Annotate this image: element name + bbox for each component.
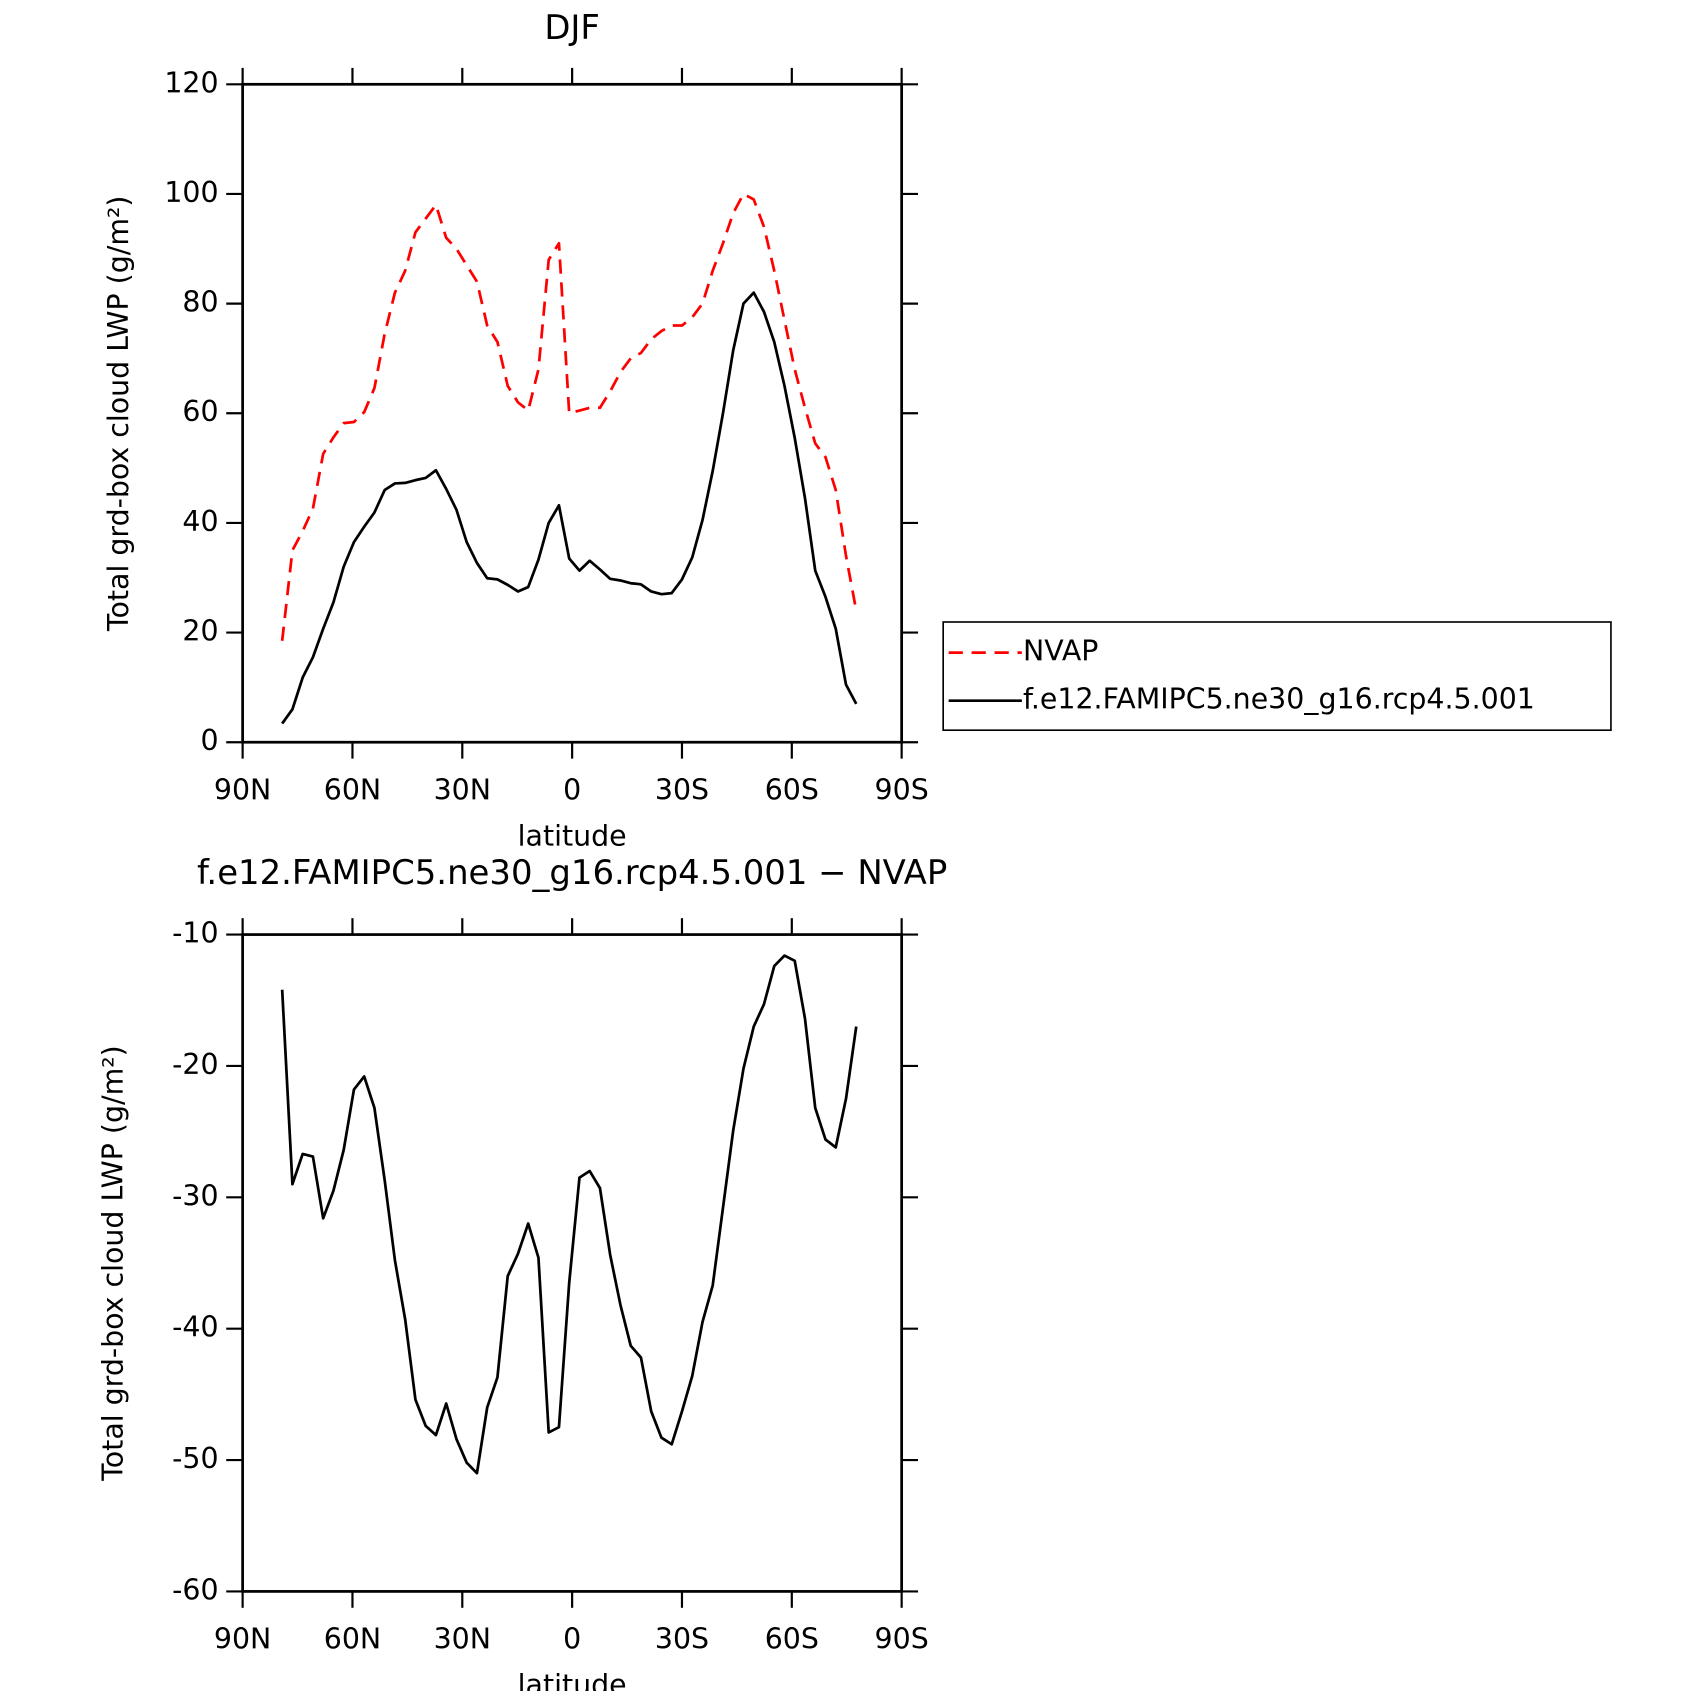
x-tick-label: 90S — [875, 1623, 929, 1656]
y-tick-label: 100 — [164, 176, 218, 209]
series-line — [280, 954, 858, 1475]
x-tick-label: 0 — [563, 1623, 581, 1656]
plot-frame — [241, 82, 904, 744]
x-axis-label: latitude — [518, 1668, 627, 1691]
x-tick-label: 30S — [655, 773, 709, 806]
x-tick-label: 30N — [434, 773, 491, 806]
legend-box — [942, 621, 1612, 732]
y-axis-label: Total grd-box cloud LWP (g/m²) — [102, 196, 135, 632]
x-tick-label: 30N — [434, 1623, 491, 1656]
y-tick-label: 40 — [182, 505, 218, 538]
x-tick-label: 60S — [765, 773, 819, 806]
x-tick-label: 60S — [765, 1623, 819, 1656]
series-line — [281, 291, 858, 725]
y-tick-label: -30 — [172, 1179, 218, 1212]
y-tick-label: 120 — [164, 66, 218, 99]
legend-label: NVAP — [1023, 635, 1098, 668]
y-axis-label: Total grd-box cloud LWP (g/m²) — [97, 1045, 130, 1481]
y-tick-label: 20 — [182, 615, 218, 648]
x-tick-label: 60N — [324, 1623, 381, 1656]
x-tick-label: 0 — [563, 773, 581, 806]
y-tick-label: 0 — [201, 724, 219, 757]
chart-title: f.e12.FAMIPC5.ne30_g16.rcp4.5.001 − NVAP — [197, 853, 947, 892]
x-axis-label: latitude — [518, 819, 627, 852]
x-tick-label: 30S — [655, 1623, 709, 1656]
series-line — [280, 192, 858, 641]
x-tick-label: 90S — [875, 773, 929, 806]
y-tick-label: 60 — [182, 395, 218, 428]
chart-title: DJF — [544, 8, 600, 47]
y-tick-label: -10 — [172, 917, 218, 950]
plot-frame — [241, 933, 904, 1593]
y-tick-label: -40 — [172, 1311, 218, 1344]
x-tick-label: 90N — [214, 1623, 271, 1656]
y-tick-label: -20 — [172, 1048, 218, 1081]
y-tick-label: -50 — [172, 1442, 218, 1475]
y-tick-label: 80 — [182, 286, 218, 319]
x-tick-label: 60N — [324, 773, 381, 806]
legend-label: f.e12.FAMIPC5.ne30_g16.rcp4.5.001 — [1023, 683, 1535, 716]
x-tick-label: 90N — [214, 773, 271, 806]
y-tick-label: -60 — [172, 1573, 218, 1606]
